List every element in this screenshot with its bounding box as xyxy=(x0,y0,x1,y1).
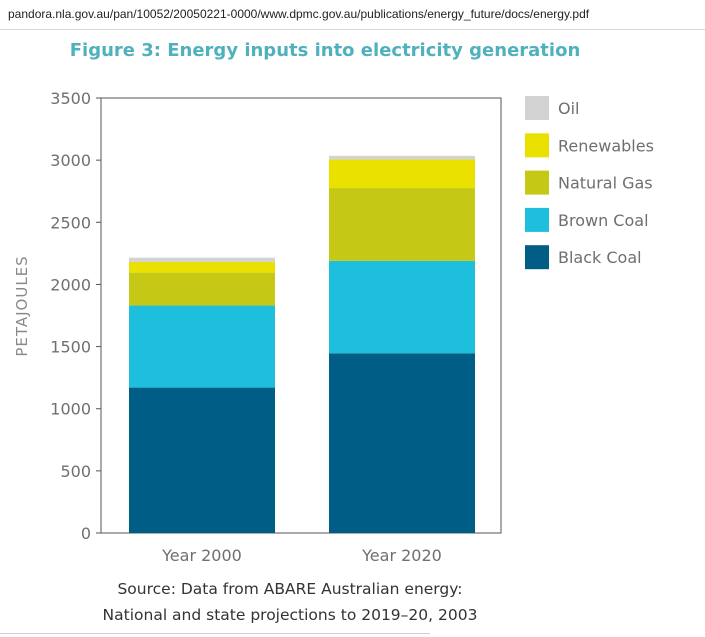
legend-label-black-coal: Black Coal xyxy=(558,248,642,267)
legend-label-natural-gas: Natural Gas xyxy=(558,174,653,193)
y-tick-label: 2500 xyxy=(50,213,91,232)
axes: 0 500 1000 1500 2000 2500 3000 3500 Year 2000 Yea… xyxy=(50,89,502,565)
source-note-line-2: National and state projections to 2019–2… xyxy=(103,606,478,624)
y-axis-label: PETAJOULES xyxy=(13,255,31,356)
legend-label-brown-coal: Brown Coal xyxy=(558,211,649,230)
bar-renewables-year-2020 xyxy=(329,159,475,189)
bottom-divider xyxy=(0,633,430,634)
y-tick-label: 3500 xyxy=(50,89,91,108)
y-tick-label: 3000 xyxy=(50,151,91,170)
legend-swatch-black-coal xyxy=(525,245,549,270)
bar-natural-gas-year-2020 xyxy=(329,188,475,261)
legend-label-oil: Oil xyxy=(558,99,579,118)
y-tick-label: 1000 xyxy=(50,400,91,419)
y-tick-label: 1500 xyxy=(50,338,91,357)
bar-oil-year-2020 xyxy=(329,155,475,160)
bar-brown-coal-year-2000 xyxy=(129,305,275,388)
bar-black-coal-year-2020 xyxy=(329,353,475,533)
bar-oil-year-2000 xyxy=(129,257,275,263)
bar-renewables-year-2000 xyxy=(129,262,275,273)
bar-black-coal-year-2000 xyxy=(129,387,275,533)
plot-frame xyxy=(100,97,502,534)
chart-title: Figure 3: Energy inputs into electricity… xyxy=(70,40,581,61)
legend-swatch-oil xyxy=(525,96,549,120)
bar-natural-gas-year-2000 xyxy=(129,272,275,306)
bar-brown-coal-year-2020 xyxy=(329,260,475,354)
bars xyxy=(129,155,475,533)
source-note-line-1: Source: Data from ABARE Australian energ… xyxy=(117,580,462,598)
legend-swatch-brown-coal xyxy=(525,207,549,232)
url-bar-divider xyxy=(0,29,705,30)
legend-swatch-natural-gas xyxy=(525,170,549,195)
y-tick-label: 0 xyxy=(81,524,91,543)
x-category-label: Year 2000 xyxy=(161,546,242,565)
legend-swatch-renewables xyxy=(525,133,549,158)
legend: Oil Renewables Natural Gas Brown Coal Black … xyxy=(525,96,654,270)
legend-label-renewables: Renewables xyxy=(558,136,654,155)
x-category-label: Year 2020 xyxy=(361,546,442,565)
y-tick-label: 500 xyxy=(60,462,91,481)
y-tick-label: 2000 xyxy=(50,275,91,294)
url-text[interactable]: pandora.nla.gov.au/pan/10052/20050221-00… xyxy=(8,7,590,21)
